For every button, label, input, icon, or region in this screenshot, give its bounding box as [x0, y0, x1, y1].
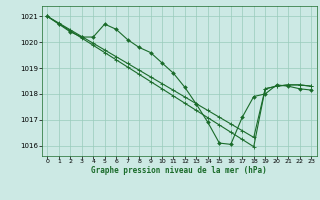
X-axis label: Graphe pression niveau de la mer (hPa): Graphe pression niveau de la mer (hPa) [91, 166, 267, 175]
